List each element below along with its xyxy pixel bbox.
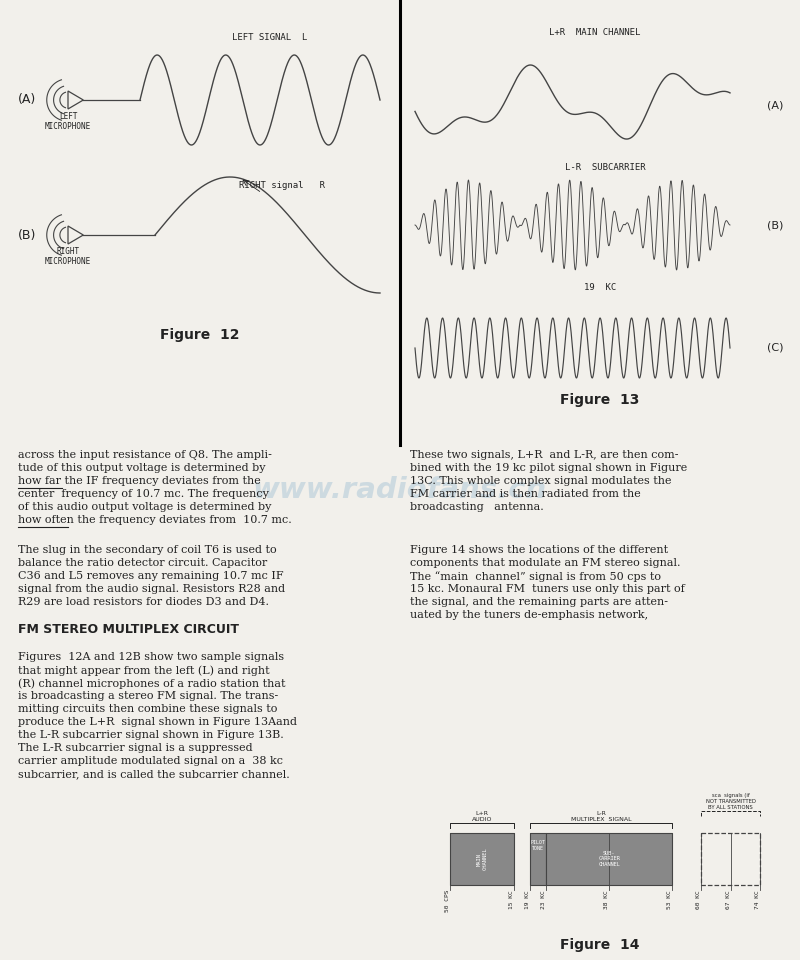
Text: L+R  MAIN CHANNEL: L+R MAIN CHANNEL <box>550 28 641 37</box>
Text: L+R
AUDIO: L+R AUDIO <box>471 811 492 822</box>
Text: 19  KC: 19 KC <box>584 283 616 292</box>
Text: 74 KC: 74 KC <box>755 890 760 909</box>
Text: Figure  14: Figure 14 <box>560 938 640 952</box>
Text: (B): (B) <box>766 220 783 230</box>
Text: 53 KC: 53 KC <box>667 890 672 909</box>
Text: These two signals, L+R  and L-R, are then com-: These two signals, L+R and L-R, are then… <box>410 450 678 460</box>
Text: FM carrier and is then radiated from the: FM carrier and is then radiated from the <box>410 489 641 499</box>
Text: 67 KC: 67 KC <box>726 890 730 909</box>
Text: bined with the 19 kc pilot signal shown in Figure: bined with the 19 kc pilot signal shown … <box>410 463 687 473</box>
Text: produce the L+R  signal shown in Figure 13Aand: produce the L+R signal shown in Figure 1… <box>18 717 297 727</box>
Text: LEFT SIGNAL  L: LEFT SIGNAL L <box>232 33 308 42</box>
Text: RIGHT
MICROPHONE: RIGHT MICROPHONE <box>45 247 91 266</box>
Text: LEFT
MICROPHONE: LEFT MICROPHONE <box>45 111 91 132</box>
Text: (C): (C) <box>766 343 783 353</box>
Text: The slug in the secondary of coil T6 is used to: The slug in the secondary of coil T6 is … <box>18 545 277 555</box>
Text: Figure 14 shows the locations of the different: Figure 14 shows the locations of the dif… <box>410 545 668 555</box>
Text: 15 kc. Monaural FM  tuners use only this part of: 15 kc. Monaural FM tuners use only this … <box>410 584 685 594</box>
Text: L-R  SUBCARRIER: L-R SUBCARRIER <box>565 163 646 172</box>
Text: R29 are load resistors for diodes D3 and D4.: R29 are load resistors for diodes D3 and… <box>18 597 269 607</box>
Text: 60 KC: 60 KC <box>697 890 702 909</box>
Text: broadcasting   antenna.: broadcasting antenna. <box>410 502 544 512</box>
Text: The “main  channel” signal is from 50 cps to: The “main channel” signal is from 50 cps… <box>410 571 661 582</box>
Text: L-R
MULTIPLEX  SIGNAL: L-R MULTIPLEX SIGNAL <box>570 811 631 822</box>
Text: sca  signals (if
NOT TRANSMITTED
BY ALL STATIONS: sca signals (if NOT TRANSMITTED BY ALL S… <box>706 793 756 810</box>
Text: across the input resistance of Q8. The ampli-: across the input resistance of Q8. The a… <box>18 450 272 460</box>
Text: MAIN
CHANNEL: MAIN CHANNEL <box>476 848 487 871</box>
Text: subcarrier, and is called the subcarrier channel.: subcarrier, and is called the subcarrier… <box>18 769 290 779</box>
Text: balance the ratio detector circuit. Capacitor: balance the ratio detector circuit. Capa… <box>18 558 267 568</box>
Text: how often the frequency deviates from  10.7 mc.: how often the frequency deviates from 10… <box>18 515 292 525</box>
Text: Figure  13: Figure 13 <box>560 393 640 407</box>
Text: 50 CPS: 50 CPS <box>445 890 450 913</box>
Text: www.radiofans.cn: www.radiofans.cn <box>253 476 547 504</box>
Text: (R) channel microphones of a radio station that: (R) channel microphones of a radio stati… <box>18 678 286 688</box>
Text: center  frequency of 10.7 mc. The frequency: center frequency of 10.7 mc. The frequen… <box>18 489 269 499</box>
Text: FM STEREO MULTIPLEX CIRCUIT: FM STEREO MULTIPLEX CIRCUIT <box>18 623 239 636</box>
Text: (A): (A) <box>18 93 36 107</box>
Text: 38 KC: 38 KC <box>604 890 610 909</box>
Text: 23 KC: 23 KC <box>542 890 546 909</box>
Bar <box>546 833 672 885</box>
Bar <box>450 833 514 885</box>
Text: components that modulate an FM stereo signal.: components that modulate an FM stereo si… <box>410 558 681 568</box>
Text: how far the IF frequency deviates from the: how far the IF frequency deviates from t… <box>18 476 261 486</box>
Text: 15 KC: 15 KC <box>509 890 514 909</box>
Text: carrier amplitude modulated signal on a  38 kc: carrier amplitude modulated signal on a … <box>18 756 283 766</box>
Text: the signal, and the remaining parts are atten-: the signal, and the remaining parts are … <box>410 597 668 607</box>
Text: uated by the tuners de-emphasis network,: uated by the tuners de-emphasis network, <box>410 610 648 620</box>
Text: mitting circuits then combine these signals to: mitting circuits then combine these sign… <box>18 704 278 714</box>
Text: RIGHT signal   R: RIGHT signal R <box>239 181 325 190</box>
Text: The L-R subcarrier signal is a suppressed: The L-R subcarrier signal is a suppresse… <box>18 743 253 753</box>
Text: C36 and L5 removes any remaining 10.7 mc IF: C36 and L5 removes any remaining 10.7 mc… <box>18 571 284 581</box>
Text: 19 KC: 19 KC <box>525 890 530 909</box>
Text: SUB-
CARRIER
CHANNEL: SUB- CARRIER CHANNEL <box>598 851 620 867</box>
Text: PILOT
TONE: PILOT TONE <box>530 840 546 851</box>
Text: Figures  12A and 12B show two sample signals: Figures 12A and 12B show two sample sign… <box>18 652 284 662</box>
Text: Figure  12: Figure 12 <box>160 328 240 342</box>
Text: 13C. This whole complex signal modulates the: 13C. This whole complex signal modulates… <box>410 476 671 486</box>
Bar <box>530 833 546 885</box>
Bar <box>702 833 760 885</box>
Text: tude of this output voltage is determined by: tude of this output voltage is determine… <box>18 463 266 473</box>
Text: is broadcasting a stereo FM signal. The trans-: is broadcasting a stereo FM signal. The … <box>18 691 278 701</box>
Text: of this audio output voltage is determined by: of this audio output voltage is determin… <box>18 502 271 512</box>
Text: the L-R subcarrier signal shown in Figure 13B.: the L-R subcarrier signal shown in Figur… <box>18 730 284 740</box>
Text: that might appear from the left (L) and right: that might appear from the left (L) and … <box>18 665 270 676</box>
Text: (A): (A) <box>766 100 783 110</box>
Text: (B): (B) <box>18 228 36 242</box>
Text: signal from the audio signal. Resistors R28 and: signal from the audio signal. Resistors … <box>18 584 285 594</box>
